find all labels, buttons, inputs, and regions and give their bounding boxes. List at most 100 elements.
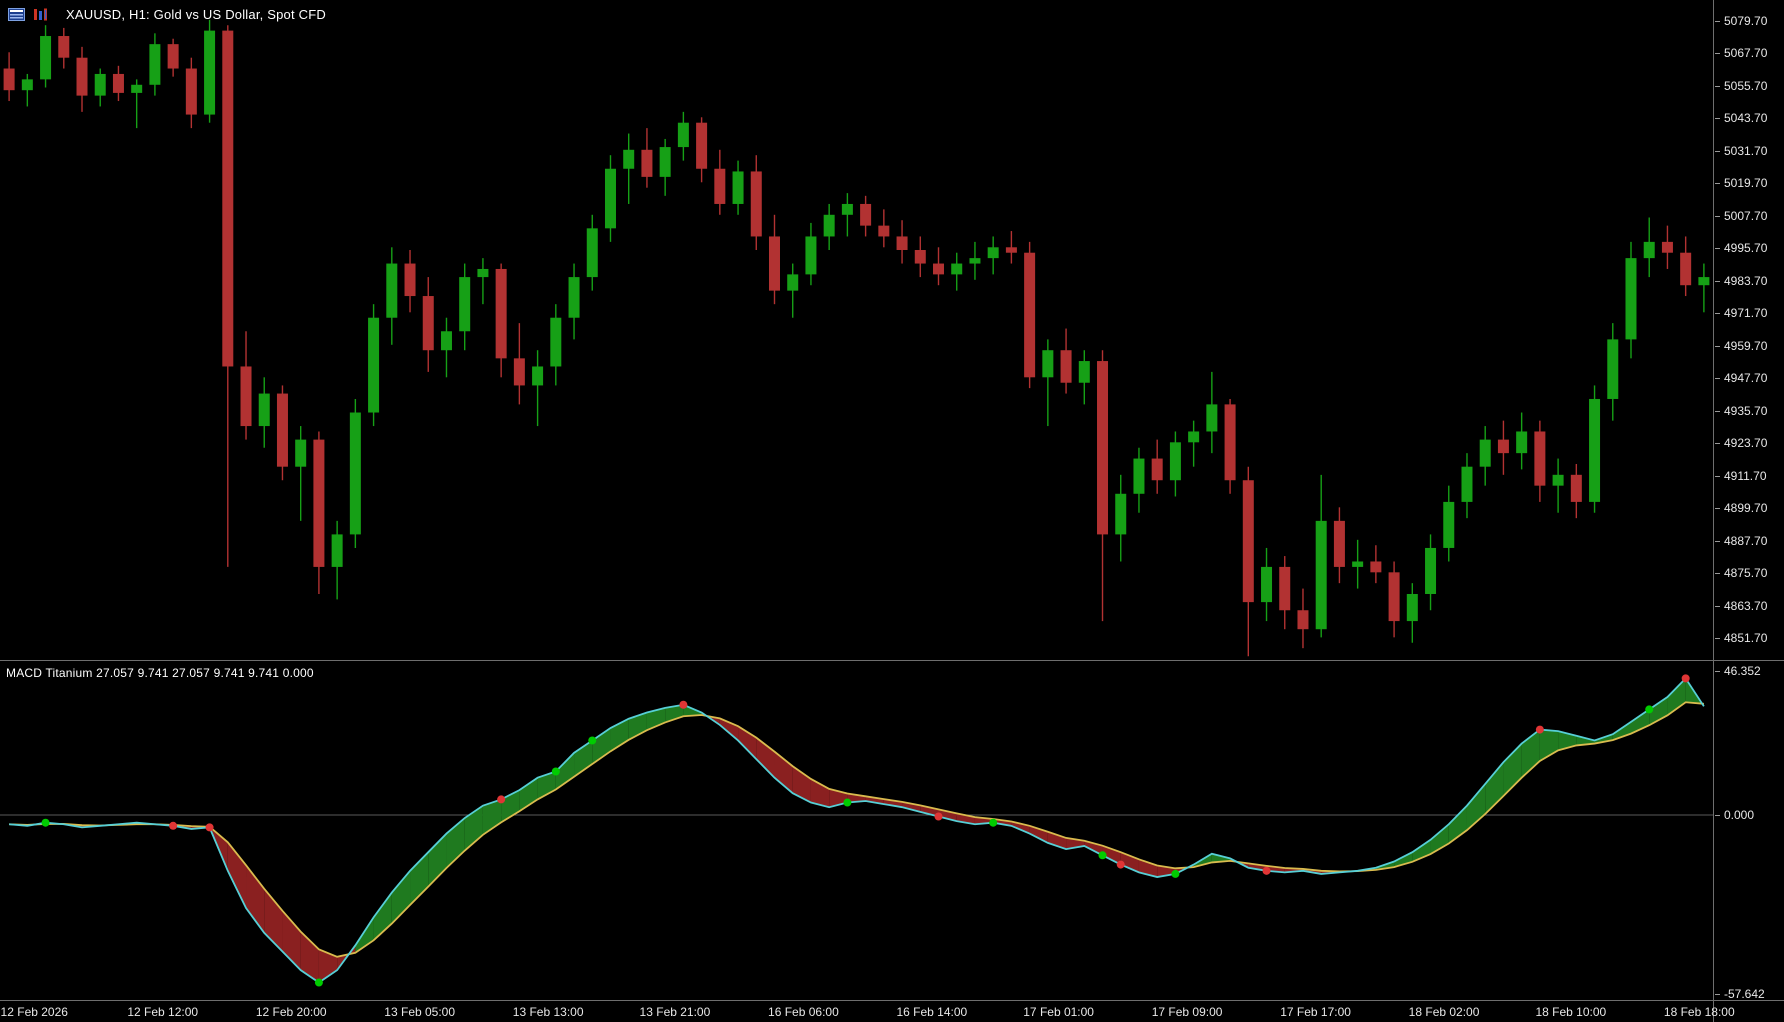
candle [331,520,343,600]
time-scale[interactable]: 12 Feb 2026 12 Feb 12:00 12 Feb 20:00 13 Fe… [0,1001,1784,1022]
candle [94,68,106,107]
candle [1060,328,1072,394]
macd-fill [1576,735,1595,746]
candle [495,263,507,378]
signal-dot [843,798,852,807]
candle [1570,463,1582,519]
signal-dot [205,823,214,832]
price-tick-label: 4959.70 [1714,338,1768,353]
signal-dot [989,818,998,827]
candle [276,385,288,481]
candle [513,323,525,405]
candle [1607,323,1619,421]
price-chart[interactable] [0,0,1713,659]
candle [696,117,708,183]
candle [1078,350,1090,405]
macd-fill [628,712,647,740]
chart-window-icon[interactable] [8,8,25,21]
indicator-tick-label: -57.642 [1715,986,1765,1001]
macd-fill [410,852,429,905]
candle [1589,385,1601,513]
candle [1005,231,1017,264]
macd-fill [1630,709,1650,734]
candle [149,33,161,96]
chart-title: XAUUSD, H1: Gold vs US Dollar, Spot CFD [66,7,326,22]
candle [732,160,744,215]
signal-dot [934,812,943,821]
candle [459,263,471,351]
candle [1625,241,1637,359]
candle [586,214,598,291]
indicator-label: MACD Titanium 27.057 9.741 27.057 9.741 … [6,666,314,680]
candle [1643,217,1655,278]
candle [987,236,999,275]
price-tick-label: 4923.70 [1714,436,1768,451]
macd-fast-line [9,676,1705,984]
macd-fill [883,799,903,808]
macd-fill [574,740,593,777]
macd-fill [1047,831,1067,850]
macd-fill [865,796,884,805]
candle [440,317,452,378]
candle [58,27,70,69]
price-tick-label: 5031.70 [1714,143,1768,158]
signal-dot [1098,851,1107,860]
candle [21,73,33,107]
price-tick-label: 5067.70 [1714,46,1768,61]
candle [951,252,963,291]
candle [167,38,179,77]
candle [1661,225,1673,269]
macd-fill [1211,853,1231,863]
signal-dot [1535,725,1544,734]
candle [1169,431,1181,497]
candle [477,258,489,305]
signal-dot [1171,869,1180,878]
candle [313,431,325,594]
candle [1352,539,1364,589]
macd-fill [592,728,611,765]
macd-fill [519,777,538,812]
macd-fill [1430,824,1449,855]
candle [1024,241,1036,389]
candle [568,263,580,340]
macd-fill [993,818,1012,826]
candle [532,350,544,427]
macd-fill [264,888,283,952]
macd-fill [1503,743,1522,797]
macd-indicator-chart[interactable] [0,661,1713,999]
time-tick-label: 16 Feb 06:00 [768,1005,839,1019]
candle [714,149,726,215]
candle [1097,350,1109,622]
price-scale[interactable]: 5079.70 5067.70 5055.70 5043.70 5031.70 5019.… [1714,0,1784,1022]
bar-chart-icon[interactable] [33,8,50,21]
candle [1479,426,1491,486]
time-tick-label: 16 Feb 14:00 [896,1005,968,1019]
price-tick-label: 5019.70 [1714,176,1768,191]
candle [623,133,635,204]
candle [404,250,416,313]
price-tick-label: 4887.70 [1714,533,1768,548]
candle [240,331,252,440]
macd-fill [1029,825,1048,843]
time-tick-label: 13 Feb 13:00 [512,1005,584,1019]
candle [750,155,762,251]
macd-fill [1558,731,1577,751]
price-tick-label: 5007.70 [1714,208,1768,223]
candle [550,304,562,386]
candle [1206,371,1218,454]
price-tick-label: 4863.70 [1714,598,1768,613]
candle [40,25,52,88]
time-tick-label: 12 Feb 12:00 [127,1005,199,1019]
candle [422,277,434,372]
time-tick-label: 18 Feb 18:00 [1663,1005,1735,1019]
pane-separator[interactable] [0,660,1784,661]
candle [185,57,197,129]
macd-fill [1120,852,1139,873]
time-tick-label: 17 Feb 17:00 [1280,1005,1351,1019]
candle [677,111,689,161]
candle [1497,420,1509,475]
candle [76,46,88,112]
candle [1425,534,1437,611]
candle [641,128,653,188]
